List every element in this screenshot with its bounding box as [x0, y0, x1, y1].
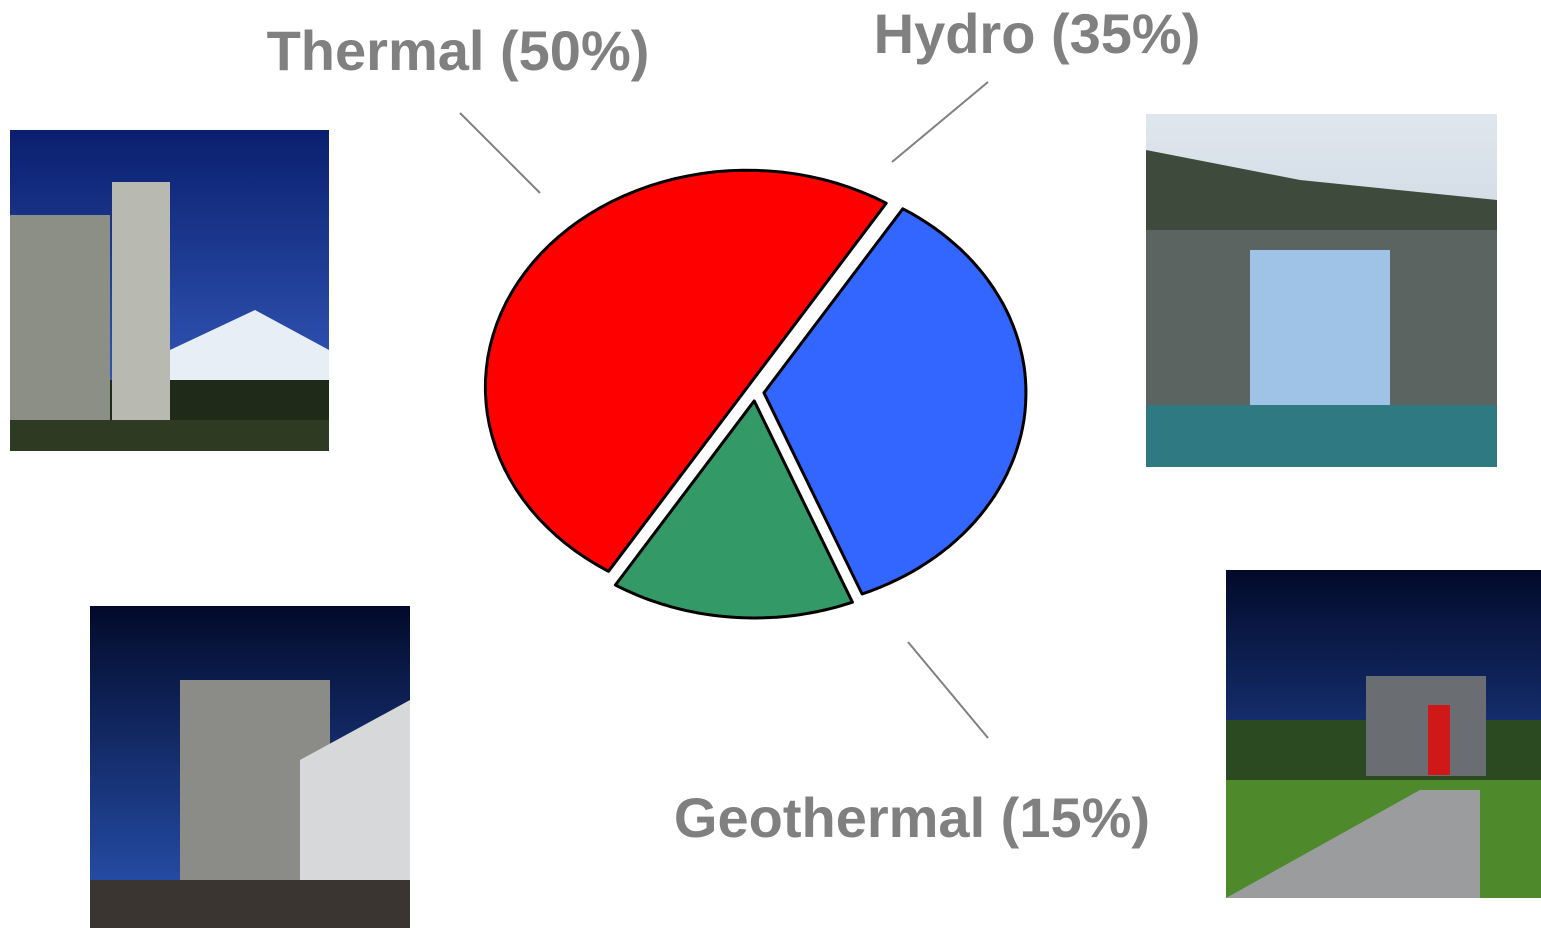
leader-line: [891, 81, 989, 163]
slice-label: Thermal (50%): [267, 19, 650, 82]
pie-slice: [613, 399, 854, 620]
pie: [483, 168, 1028, 620]
photo-plant: [90, 606, 410, 928]
slice-label: Geothermal (15%): [674, 786, 1150, 849]
pie-slice: [483, 168, 888, 573]
photo-hydro: [1146, 114, 1497, 467]
slice-label: Hydro (35%): [874, 2, 1201, 65]
pie-slice: [762, 207, 1028, 596]
leader-line: [459, 112, 541, 194]
leader-line: [907, 641, 989, 739]
photo-thermal: [10, 130, 329, 451]
photo-geothermal: [1226, 570, 1541, 898]
